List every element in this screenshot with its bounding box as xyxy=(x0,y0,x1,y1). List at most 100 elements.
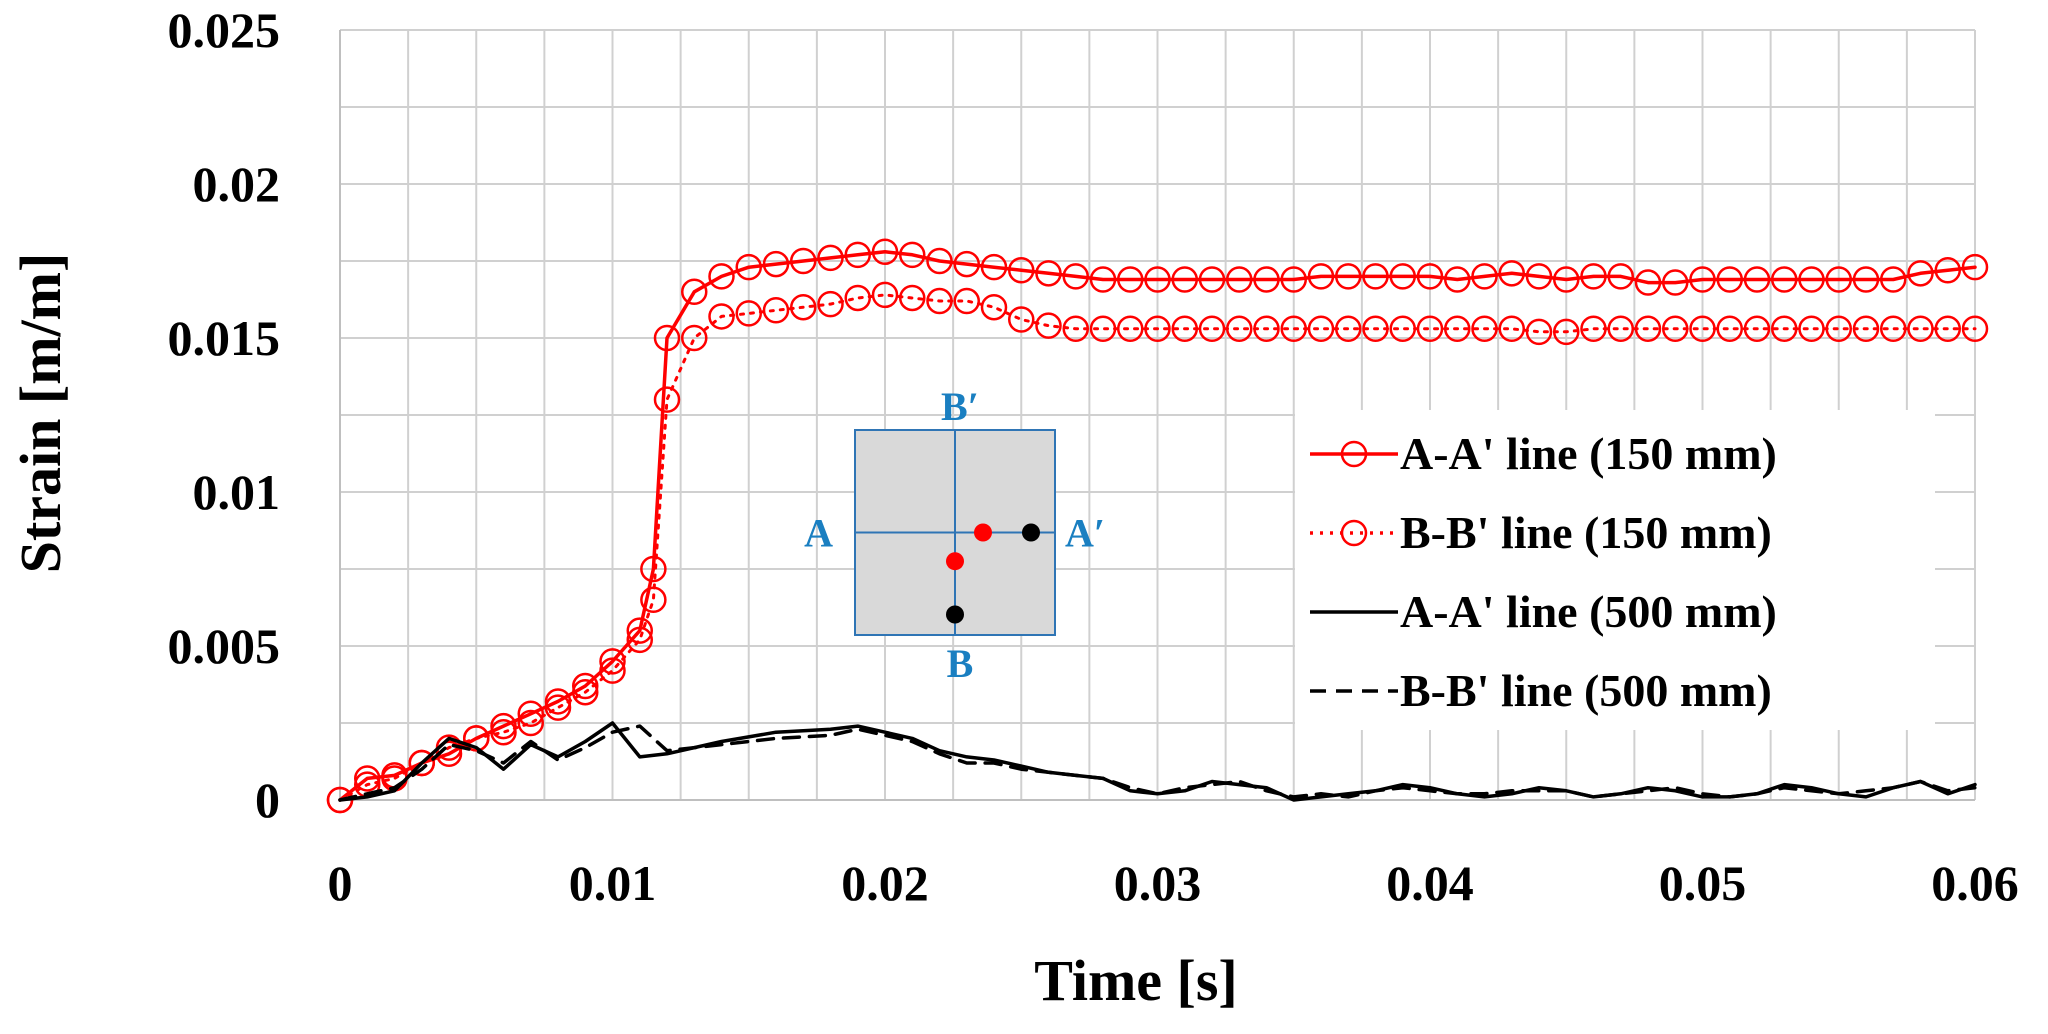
data-point xyxy=(1416,315,1444,343)
data-point xyxy=(953,250,980,278)
data-point xyxy=(1907,315,1934,343)
data-point xyxy=(1689,315,1716,343)
data-point xyxy=(1253,266,1280,293)
data-point xyxy=(1335,315,1362,343)
data-point xyxy=(926,247,953,275)
legend-marker xyxy=(1340,440,1368,468)
data-point xyxy=(844,284,871,312)
x-tick-label: 0.01 xyxy=(569,855,657,911)
plot-area-border xyxy=(339,30,1975,801)
data-point xyxy=(354,765,381,792)
data-point xyxy=(1716,266,1743,293)
data-point xyxy=(1607,263,1634,290)
data-point xyxy=(1852,266,1880,293)
data-point xyxy=(790,247,817,275)
data-point xyxy=(1171,266,1198,293)
legend: A-A' line (150 mm) B-B' line (150 mm) A-… xyxy=(1295,410,1935,730)
data-point xyxy=(1934,315,1961,343)
y-tick-labels: 0 0.005 0.01 0.015 0.02 0.025 xyxy=(168,2,281,828)
data-point xyxy=(708,303,735,330)
data-point xyxy=(1498,260,1525,287)
data-point xyxy=(1416,263,1444,290)
legend-marker xyxy=(1340,519,1368,547)
data-point xyxy=(599,657,626,684)
data-point xyxy=(1008,306,1035,333)
data-point xyxy=(1226,266,1253,293)
data-point xyxy=(1280,315,1307,343)
y-axis-title: Strain [m/m] xyxy=(8,253,73,574)
inset-label-a-prime: A′ xyxy=(1065,511,1105,556)
data-point xyxy=(681,278,708,306)
data-point xyxy=(735,300,762,327)
data-point xyxy=(1771,266,1798,293)
data-point xyxy=(408,749,435,777)
data-point xyxy=(1335,263,1362,290)
data-point xyxy=(790,293,817,321)
data-point xyxy=(1525,263,1553,290)
legend-label-aa-500: A-A' line (500 mm) xyxy=(1400,586,1777,637)
data-point xyxy=(1117,266,1144,293)
y-tick-label: 0.015 xyxy=(168,310,281,366)
data-point xyxy=(1389,263,1416,290)
data-point xyxy=(1553,318,1580,346)
data-point xyxy=(572,672,599,700)
legend-symbol-bb-150 xyxy=(1310,519,1398,547)
series-line xyxy=(338,293,1977,802)
inset-label-b: B xyxy=(947,641,974,686)
legend-label-bb-150: B-B' line (150 mm) xyxy=(1400,507,1772,558)
data-point xyxy=(1525,318,1553,346)
data-point xyxy=(817,290,844,318)
data-point xyxy=(1144,266,1171,293)
data-point xyxy=(1198,315,1226,343)
data-point xyxy=(1580,263,1607,290)
legend-label-bb-500: B-B' line (500 mm) xyxy=(1400,665,1772,716)
data-point xyxy=(762,250,790,278)
series-line xyxy=(338,250,1977,802)
data-point xyxy=(1062,263,1089,290)
series-layer xyxy=(326,238,1989,814)
legend-symbol-aa-150 xyxy=(1310,440,1398,468)
data-point xyxy=(1280,266,1307,293)
data-point xyxy=(490,712,517,740)
inset-label-b-prime: B′ xyxy=(941,384,979,429)
data-point xyxy=(517,709,544,737)
data-point xyxy=(1607,315,1634,343)
data-point xyxy=(980,293,1008,321)
data-point xyxy=(681,324,708,352)
data-point xyxy=(1716,315,1743,343)
data-point xyxy=(871,281,899,309)
cross-section-inset: B′ B A A′ xyxy=(804,384,1105,686)
inset-point xyxy=(974,523,992,542)
data-point xyxy=(1798,315,1825,343)
data-point xyxy=(1471,315,1498,343)
data-point xyxy=(844,241,871,269)
data-point xyxy=(1035,312,1062,339)
legend-background xyxy=(1295,410,1935,730)
data-point xyxy=(1662,315,1689,343)
data-point xyxy=(572,678,599,706)
data-point xyxy=(1062,315,1089,343)
data-point xyxy=(1307,263,1335,290)
data-point xyxy=(599,648,626,675)
x-tick-label: 0.05 xyxy=(1659,855,1747,911)
data-point xyxy=(817,244,844,272)
y-tick-label: 0.005 xyxy=(168,618,281,674)
data-point xyxy=(1362,315,1389,343)
data-point xyxy=(1144,315,1171,343)
legend-entry-3: A-A' line (500 mm) xyxy=(1310,586,1777,637)
data-point xyxy=(1198,266,1226,293)
series-1 xyxy=(326,238,1989,814)
data-point xyxy=(544,694,572,721)
data-point xyxy=(735,253,762,281)
data-point xyxy=(1226,315,1253,343)
x-tick-label: 0.04 xyxy=(1386,855,1474,911)
data-point xyxy=(899,241,926,269)
data-point xyxy=(1471,263,1498,290)
data-point xyxy=(1743,315,1771,343)
data-point xyxy=(1634,269,1662,296)
data-point xyxy=(1117,315,1144,343)
data-point xyxy=(1961,253,1989,281)
data-point xyxy=(1008,256,1035,284)
data-point xyxy=(1444,266,1471,293)
